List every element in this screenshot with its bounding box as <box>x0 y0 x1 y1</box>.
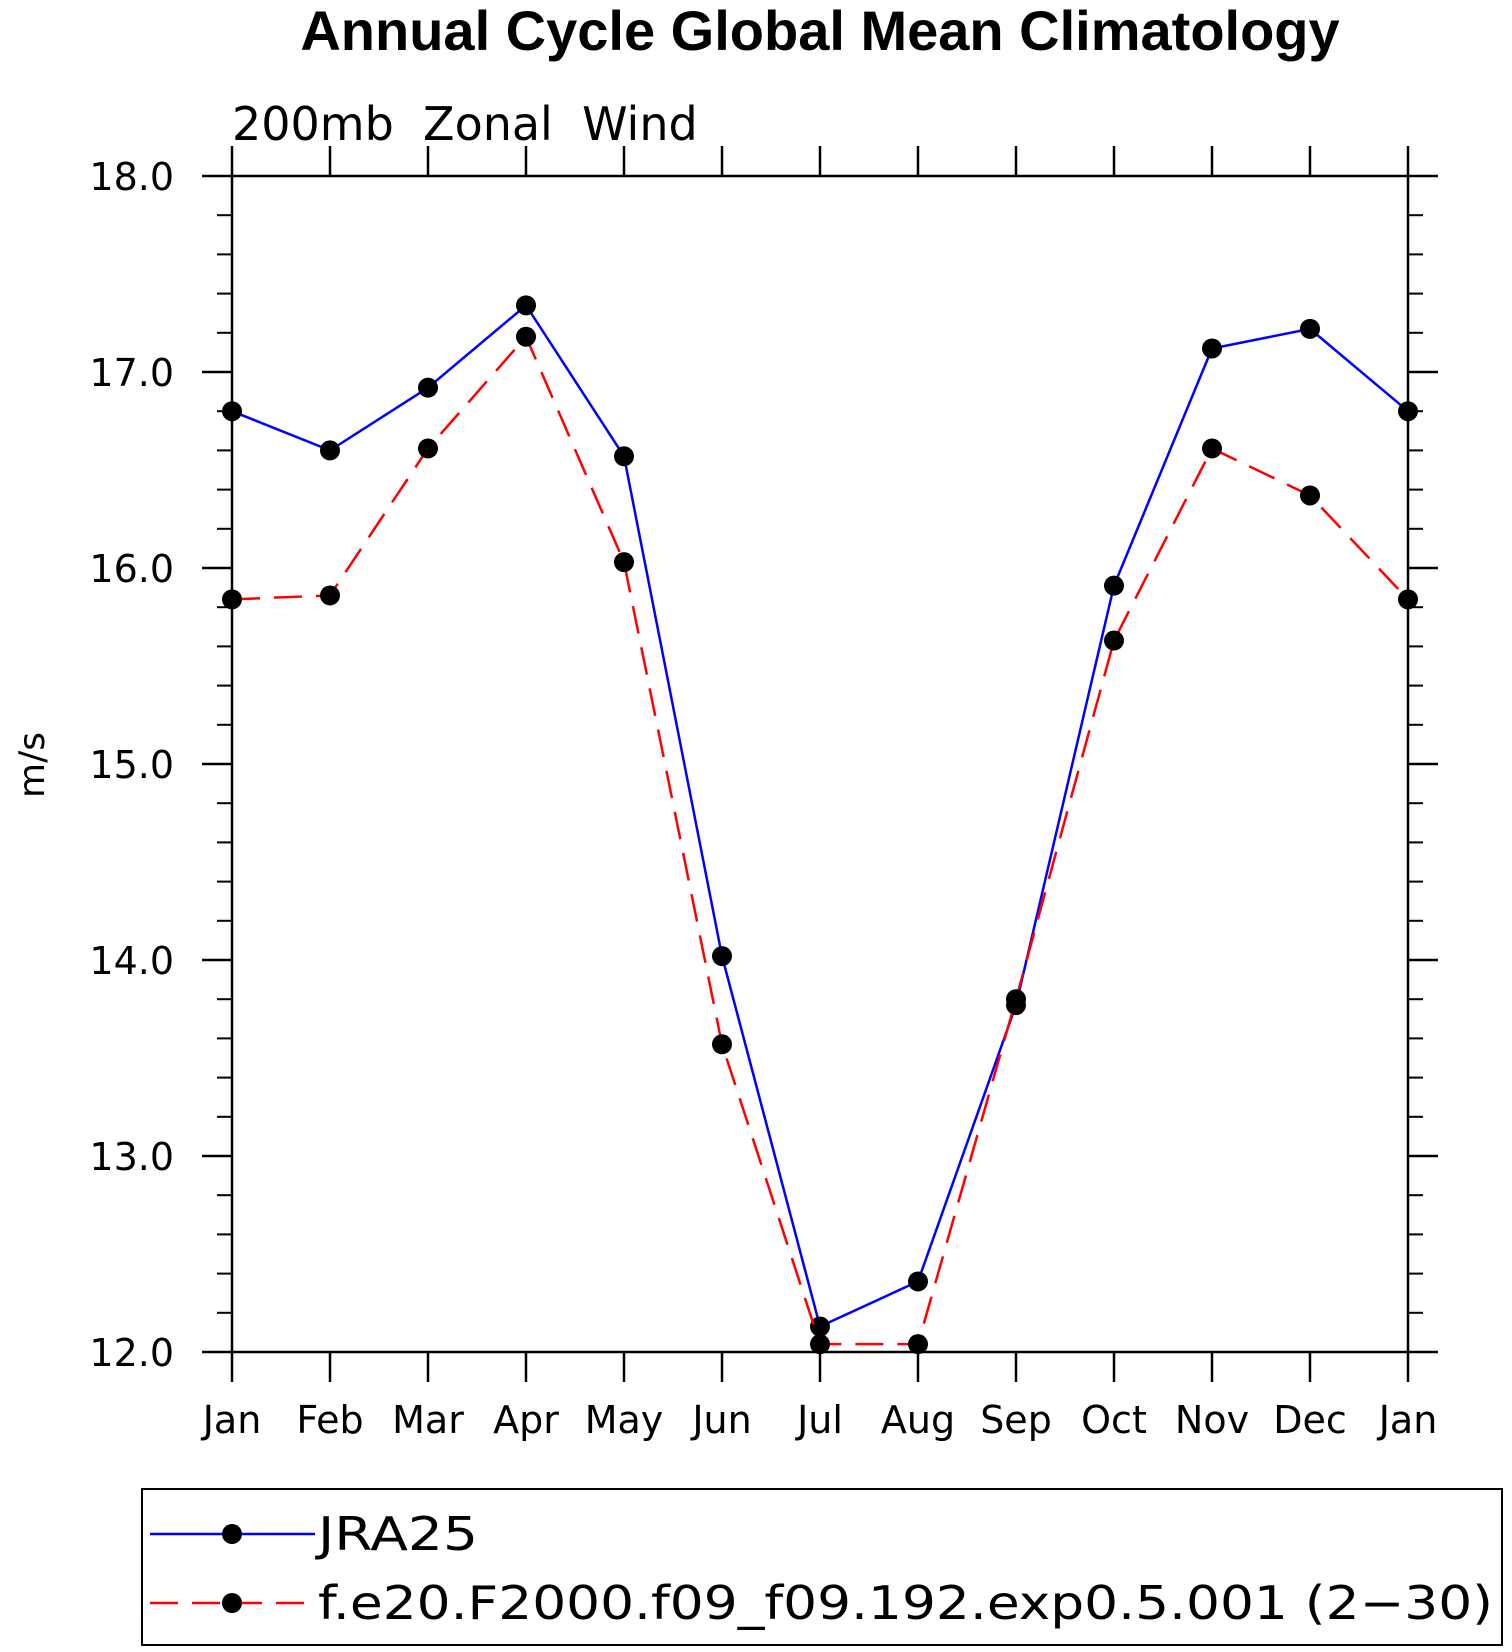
chart-subtitle: 200mb Zonal Wind <box>232 97 698 151</box>
series-2-point <box>1398 589 1418 610</box>
legend-label-2: f.e20.F2000.f09_f09.192.exp0.5.001 (2−30… <box>318 1576 1493 1630</box>
series-2-point <box>1006 989 1026 1010</box>
y-tick-label: 14.0 <box>89 939 174 983</box>
plot-area-frame <box>230 174 1410 1354</box>
x-tick-label: Jan <box>201 1398 262 1442</box>
y-tick-label: 12.0 <box>89 1331 174 1375</box>
series-2-point <box>1104 630 1124 651</box>
series-1-point <box>908 1271 928 1292</box>
x-tick-label: May <box>585 1398 664 1442</box>
series-1-point <box>712 946 732 967</box>
series-1-point <box>418 377 438 398</box>
series-2-point <box>810 1334 830 1355</box>
series-2-point <box>712 1034 732 1055</box>
x-tick-label: Jul <box>795 1398 843 1442</box>
x-tick-label: Sep <box>980 1398 1052 1442</box>
series-2-point <box>908 1334 928 1355</box>
series-2-point <box>516 326 536 347</box>
y-axis-label: m/s <box>12 732 53 798</box>
y-tick-label: 15.0 <box>89 743 174 787</box>
series-layer <box>222 295 1418 1355</box>
legend-marker-1 <box>222 1524 242 1544</box>
y-tick-label: 13.0 <box>89 1135 174 1179</box>
x-tick-label: Feb <box>296 1398 363 1442</box>
x-tick-label: Aug <box>881 1398 955 1442</box>
series-1-point <box>516 295 536 316</box>
x-tick-label: Oct <box>1081 1398 1147 1442</box>
chart-title: Annual Cycle Global Mean Climatology <box>300 0 1339 62</box>
series-2-point <box>320 585 340 606</box>
series-1-point <box>1104 575 1124 596</box>
axis-ticks: Jan Feb Mar Apr May Jun Jul Aug Sep Oct Nov Dec Jan 1… <box>89 146 1438 1442</box>
legend-marker-2 <box>222 1593 242 1613</box>
legend: JRA25 f.e20.F2000.f09_f09.192.exp0.5.001 … <box>141 1488 1503 1646</box>
series-1-point <box>810 1316 830 1337</box>
x-tick-label: Jun <box>690 1398 751 1442</box>
x-tick-label: Apr <box>493 1398 559 1442</box>
series-line-2 <box>231 334 1409 1346</box>
x-tick-label: Jan <box>1377 1398 1438 1442</box>
y-tick-label: 18.0 <box>89 155 174 199</box>
series-1-point <box>320 440 340 461</box>
series-1-point <box>222 401 242 422</box>
y-tick-label: 16.0 <box>89 547 174 591</box>
series-2-point <box>222 589 242 610</box>
series-2-point <box>418 438 438 459</box>
series-2-point <box>1202 438 1222 459</box>
series-2-point <box>614 552 634 573</box>
series-1-point <box>1398 401 1418 422</box>
legend-box <box>141 1488 1503 1646</box>
x-tick-label: Nov <box>1175 1398 1249 1442</box>
x-tick-label: Mar <box>392 1398 464 1442</box>
series-1-point <box>1300 318 1320 339</box>
legend-label-1: JRA25 <box>314 1507 478 1561</box>
series-1-point <box>614 446 634 467</box>
series-1-point <box>1202 338 1222 359</box>
y-tick-label: 17.0 <box>89 351 174 395</box>
series-2-point <box>1300 485 1320 506</box>
x-tick-label: Dec <box>1273 1398 1347 1442</box>
